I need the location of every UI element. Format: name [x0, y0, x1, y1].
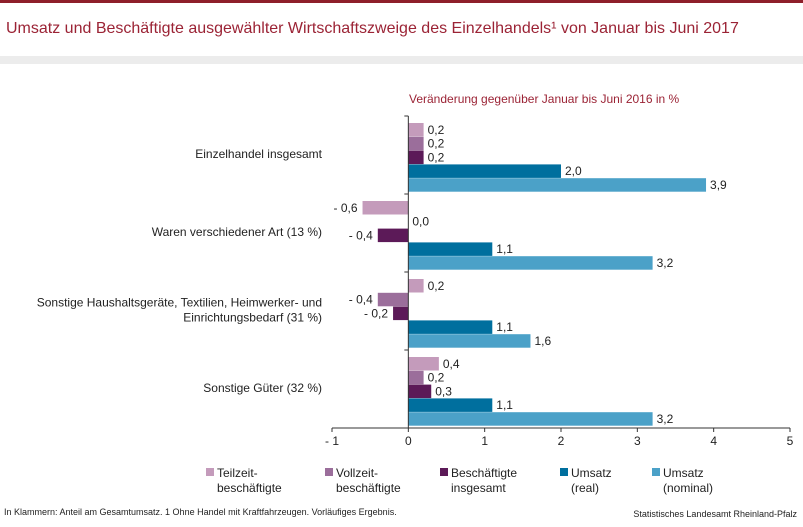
data-label: 0,3	[435, 384, 452, 398]
data-label: 1,1	[496, 242, 513, 256]
x-tick-label: 0	[405, 434, 412, 448]
bar	[377, 228, 409, 243]
bar	[408, 334, 531, 348]
category-label: Sonstige Güter (32 %)	[203, 381, 322, 395]
data-label: - 0,4	[349, 293, 373, 307]
bar	[408, 256, 653, 270]
legend-swatch	[652, 468, 660, 476]
bar	[408, 123, 424, 137]
legend-label: (real)	[571, 481, 599, 495]
bar	[408, 384, 432, 399]
bar	[408, 357, 439, 371]
data-label: 0,2	[428, 137, 445, 151]
data-label: 0,2	[428, 371, 445, 385]
top-border	[0, 0, 803, 3]
data-label: 3,2	[657, 256, 674, 270]
bar	[408, 150, 424, 165]
data-label: - 0,6	[334, 201, 358, 215]
bar	[408, 370, 424, 385]
legend-swatch	[206, 468, 214, 476]
legend-label: Vollzeit-	[336, 466, 378, 480]
legend-label: insgesamt	[451, 481, 506, 495]
bar	[377, 292, 409, 307]
bar	[408, 136, 424, 151]
category-label: Einzelhandel insgesamt	[195, 147, 322, 161]
data-label: 3,2	[657, 412, 674, 426]
x-tick-label: - 1	[325, 434, 339, 448]
data-label: 2,0	[565, 164, 582, 178]
data-label: - 0,2	[364, 306, 388, 320]
legend-label: Umsatz	[571, 466, 612, 480]
data-label: 1,1	[496, 398, 513, 412]
data-label: 0,2	[428, 150, 445, 164]
data-label: 0,4	[443, 357, 460, 371]
legend-swatch	[325, 468, 333, 476]
bar	[408, 164, 561, 178]
bar-chart: Veränderung gegenüber Januar bis Juni 20…	[37, 92, 794, 495]
category-label: Einrichtungsbedarf (31 %)	[183, 311, 322, 325]
bar	[408, 412, 653, 426]
category-label: Waren verschiedener Art (13 %)	[152, 225, 322, 239]
legend-swatch	[560, 468, 568, 476]
source-credit: Statistisches Landesamt Rheinland-Pfalz	[633, 509, 797, 519]
bar	[408, 398, 493, 412]
legend-label: beschäftigte	[336, 481, 401, 495]
legend-label: (nominal)	[663, 481, 713, 495]
x-tick-label: 5	[787, 434, 794, 448]
bar	[408, 242, 493, 256]
legend-label: Beschäftigte	[451, 466, 517, 480]
legend-swatch	[440, 468, 448, 476]
x-tick-label: 1	[481, 434, 488, 448]
bar	[408, 178, 707, 192]
category-label: Sonstige Haushaltsgeräte, Textilien, Hei…	[37, 296, 322, 310]
title-separator	[0, 56, 803, 64]
x-tick-label: 4	[710, 434, 717, 448]
data-label: 0,2	[428, 123, 445, 137]
data-label: - 0,4	[349, 228, 373, 242]
data-label: 0,2	[428, 279, 445, 293]
data-label: 0,0	[412, 215, 429, 229]
footnote: In Klammern: Anteil am Gesamtumsatz. 1 O…	[4, 507, 397, 517]
legend-label: Umsatz	[663, 466, 704, 480]
x-tick-label: 3	[634, 434, 641, 448]
legend-label: Teilzeit-	[217, 466, 258, 480]
data-label: 3,9	[710, 178, 727, 192]
bar	[362, 201, 409, 215]
bar	[393, 306, 409, 321]
data-label: 1,6	[534, 334, 551, 348]
bar	[408, 320, 493, 334]
legend-label: beschäftigte	[217, 481, 282, 495]
x-tick-label: 2	[558, 434, 565, 448]
data-label: 1,1	[496, 320, 513, 334]
chart-title: Umsatz und Beschäftigte ausgewählter Wir…	[6, 20, 739, 37]
chart-subtitle: Veränderung gegenüber Januar bis Juni 20…	[409, 92, 680, 106]
bar	[408, 279, 424, 293]
